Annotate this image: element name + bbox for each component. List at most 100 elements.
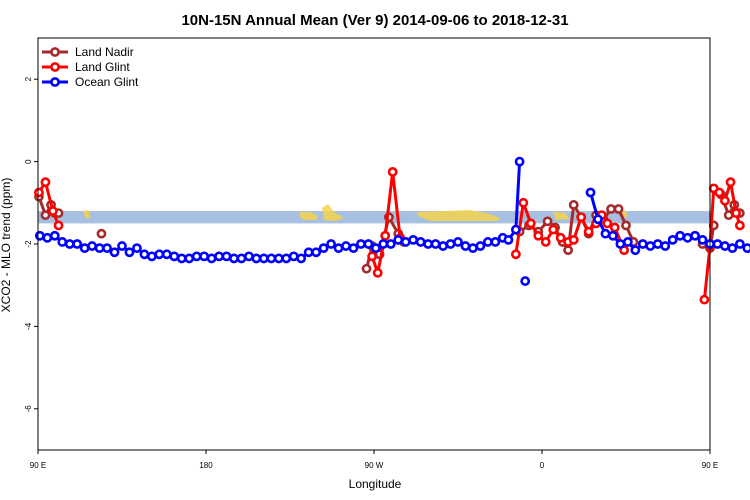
data-point xyxy=(682,232,693,243)
plot-frame xyxy=(37,37,711,451)
series-land-glint xyxy=(34,166,745,305)
data-point xyxy=(258,253,269,264)
data-point xyxy=(393,234,404,245)
data-point xyxy=(161,249,172,260)
data-point xyxy=(408,234,419,245)
data-point xyxy=(542,216,553,227)
y-tick-label: 2 xyxy=(24,76,33,81)
legend-label: Land Glint xyxy=(75,60,130,74)
data-point xyxy=(520,276,531,286)
data-point xyxy=(251,253,262,264)
data-point xyxy=(510,224,521,235)
data-point xyxy=(57,237,68,247)
data-point xyxy=(236,253,247,264)
data-point xyxy=(244,251,254,262)
data-point xyxy=(576,212,587,223)
x-tick-label: 0 xyxy=(540,461,545,470)
data-point xyxy=(600,228,611,239)
data-point xyxy=(72,239,83,249)
data-point xyxy=(475,241,486,251)
data-point xyxy=(48,206,58,216)
data-point xyxy=(132,243,142,254)
data-point xyxy=(712,239,723,249)
data-point xyxy=(652,239,663,249)
legend-item: Ocean Glint xyxy=(42,75,139,89)
yellow-overlay xyxy=(322,204,344,221)
data-point xyxy=(699,294,710,305)
legend-label: Ocean Glint xyxy=(75,75,139,89)
data-point xyxy=(221,251,232,262)
yellow-overlay xyxy=(553,212,570,220)
data-point xyxy=(734,220,745,231)
data-point xyxy=(742,243,750,254)
data-point xyxy=(645,241,656,251)
x-axis-label: Longitude xyxy=(349,477,402,491)
data-point xyxy=(622,237,633,247)
data-point xyxy=(563,245,574,256)
data-point xyxy=(40,210,51,221)
data-point xyxy=(731,208,742,218)
data-point xyxy=(296,253,307,264)
data-point xyxy=(281,253,292,264)
data-point xyxy=(229,253,239,264)
data-point xyxy=(214,251,224,262)
data-point xyxy=(42,232,53,243)
data-point xyxy=(723,210,734,221)
data-point xyxy=(518,197,529,208)
data-point xyxy=(79,243,90,254)
data-point xyxy=(124,247,135,258)
data-point xyxy=(96,228,107,239)
data-point xyxy=(727,243,738,254)
data-point xyxy=(490,237,501,247)
x-tick-label: 90 E xyxy=(702,461,718,470)
data-point xyxy=(585,187,596,198)
data-point xyxy=(430,239,441,249)
data-point xyxy=(311,247,322,258)
data-point xyxy=(609,222,620,233)
data-point xyxy=(341,241,351,251)
data-point xyxy=(326,239,336,249)
data-point xyxy=(333,243,344,254)
data-point xyxy=(348,243,359,254)
data-point xyxy=(667,234,678,245)
data-point xyxy=(380,230,391,241)
data-point xyxy=(482,237,493,247)
series-ocean-glint xyxy=(34,156,750,286)
reference-band xyxy=(38,211,710,224)
data-point xyxy=(460,241,471,251)
data-point xyxy=(191,251,202,262)
yellow-overlay xyxy=(83,210,91,219)
chart-title: 10N-15N Annual Mean (Ver 9) 2014-09-06 t… xyxy=(181,12,568,29)
data-point xyxy=(117,241,127,251)
data-point xyxy=(318,243,329,254)
data-point xyxy=(53,220,64,231)
data-point xyxy=(714,187,725,198)
band-layer xyxy=(38,211,710,224)
legend-swatch-marker xyxy=(50,77,60,87)
x-tick-label: 90 W xyxy=(365,461,384,470)
data-point xyxy=(139,249,150,260)
data-point xyxy=(510,249,521,260)
yellow-overlay xyxy=(418,210,500,221)
series-line xyxy=(37,180,60,227)
data-point xyxy=(720,195,730,206)
data-point xyxy=(273,253,284,264)
data-point xyxy=(64,239,75,249)
data-point xyxy=(548,224,559,235)
y-axis-label: XCO2 - MLO trend (ppm) xyxy=(0,178,13,313)
data-point xyxy=(734,239,745,249)
data-point xyxy=(615,239,626,249)
data-point xyxy=(34,187,44,198)
data-point xyxy=(630,245,641,256)
data-point xyxy=(385,239,396,249)
legend-swatch-marker xyxy=(50,47,60,57)
data-point xyxy=(675,230,686,241)
data-point xyxy=(606,204,616,214)
data-point xyxy=(146,251,157,262)
data-point xyxy=(468,243,478,254)
data-point xyxy=(266,253,277,264)
data-point xyxy=(593,214,603,225)
x-tick-label: 180 xyxy=(199,461,213,470)
